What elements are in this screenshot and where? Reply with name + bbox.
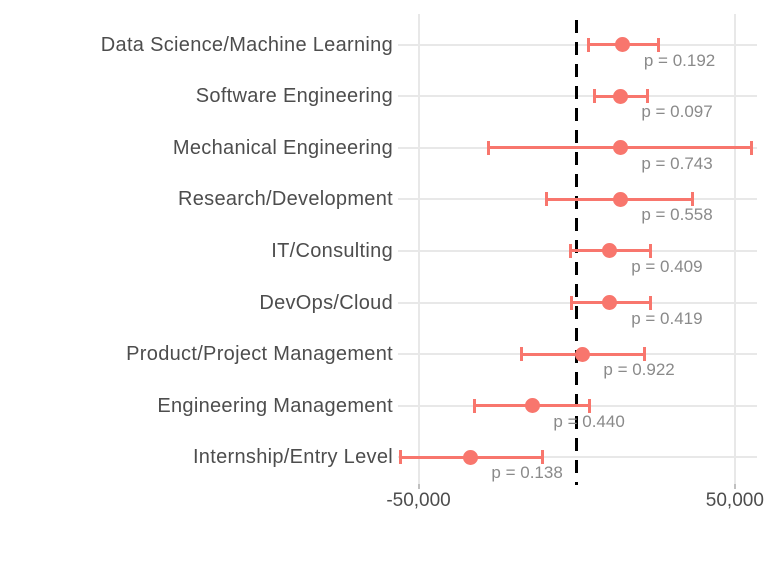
p-value-label: p = 0.922 bbox=[603, 360, 675, 380]
category-label: Product/Project Management bbox=[126, 343, 393, 366]
category-label: Internship/Entry Level bbox=[192, 446, 393, 469]
category-label: IT/Consulting bbox=[271, 239, 393, 262]
point-estimate bbox=[602, 295, 618, 310]
point-estimate bbox=[524, 398, 540, 414]
error-bar-cap-high bbox=[656, 37, 660, 52]
error-bar-cap-high bbox=[648, 295, 652, 310]
p-value-label: p = 0.558 bbox=[641, 205, 713, 225]
error-bar-cap-high bbox=[645, 89, 649, 104]
category-label: DevOps/Cloud bbox=[259, 291, 393, 314]
point-estimate bbox=[612, 140, 628, 156]
error-bar-cap-high bbox=[750, 140, 754, 155]
p-value-label: p = 0.097 bbox=[641, 102, 713, 122]
x-tick-label: -50,000 bbox=[386, 490, 451, 511]
p-value-label: p = 0.409 bbox=[631, 256, 703, 276]
error-bar-cap-low bbox=[486, 140, 490, 155]
p-value-label: p = 0.440 bbox=[553, 411, 625, 431]
x-tick-label: 50,000 bbox=[705, 490, 764, 511]
category-label: Engineering Management bbox=[157, 394, 393, 417]
error-bar-cap-low bbox=[545, 192, 549, 207]
error-bar-cap-high bbox=[540, 450, 544, 465]
zero-reference-line bbox=[575, 20, 579, 485]
error-bar-cap-high bbox=[587, 398, 591, 413]
error-bar-cap-high bbox=[691, 192, 695, 207]
point-estimate bbox=[574, 346, 590, 362]
error-bar-cap-low bbox=[592, 89, 596, 104]
p-value-label: p = 0.192 bbox=[643, 50, 716, 70]
error-bar-cap-high bbox=[642, 347, 646, 362]
point-estimate bbox=[462, 449, 478, 465]
p-value-label: p = 0.138 bbox=[491, 463, 563, 483]
error-bar-cap-low bbox=[568, 243, 572, 258]
p-value-label: p = 0.743 bbox=[641, 153, 713, 173]
error-bar-cap-low bbox=[398, 450, 402, 465]
category-label: Research/Development bbox=[178, 188, 393, 211]
v-gridline bbox=[417, 14, 420, 484]
x-axis-tick bbox=[417, 484, 420, 489]
point-estimate bbox=[602, 243, 618, 259]
v-gridline bbox=[733, 14, 736, 484]
error-bar-cap-low bbox=[570, 295, 574, 310]
point-estimate bbox=[612, 191, 628, 207]
x-axis-tick bbox=[733, 484, 736, 489]
category-label: Software Engineering bbox=[195, 85, 393, 108]
category-label: Data Science/Machine Learning bbox=[100, 33, 393, 56]
error-bar-cap-high bbox=[648, 243, 652, 258]
category-label: Mechanical Engineering bbox=[172, 136, 393, 159]
error-bar-cap-low bbox=[520, 347, 524, 362]
p-value-label: p = 0.419 bbox=[631, 308, 703, 328]
point-estimate bbox=[612, 88, 628, 104]
error-bar-cap-low bbox=[472, 398, 476, 413]
point-estimate bbox=[615, 37, 631, 52]
error-bar-cap-low bbox=[586, 37, 590, 52]
